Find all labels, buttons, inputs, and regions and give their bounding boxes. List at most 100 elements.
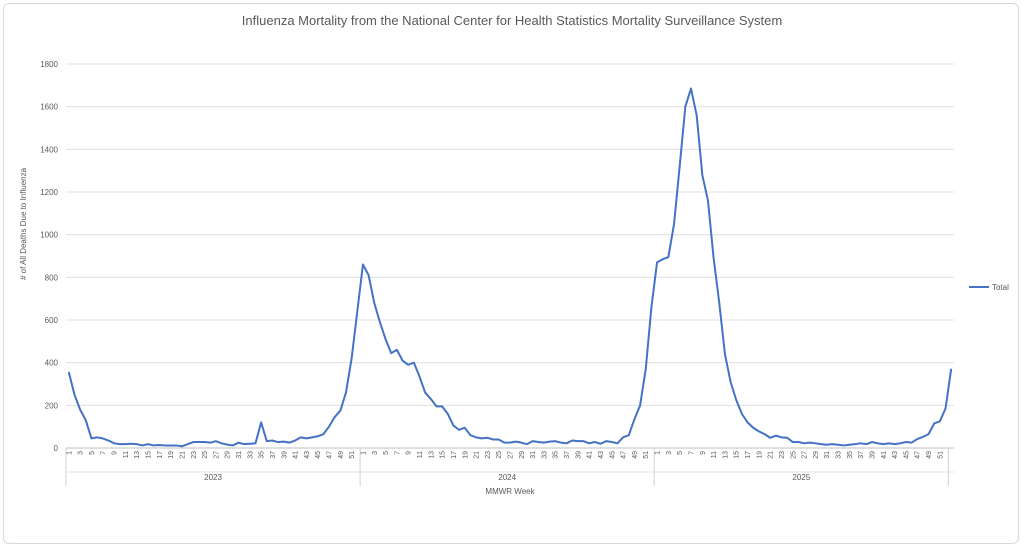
data-point <box>464 427 466 429</box>
data-point <box>746 421 749 423</box>
data-point <box>871 441 873 443</box>
x-tick-label: 43 <box>304 451 311 459</box>
data-point <box>260 421 262 423</box>
data-point <box>718 302 720 304</box>
data-point <box>775 435 777 437</box>
data-point <box>283 441 285 443</box>
x-tick-label: 45 <box>903 451 910 459</box>
x-tick-label: 31 <box>530 451 537 459</box>
data-point <box>254 442 257 444</box>
x-tick-label: 11 <box>711 451 718 458</box>
data-point <box>220 442 223 444</box>
data-point <box>379 321 381 323</box>
data-point <box>68 371 70 373</box>
data-point <box>707 199 709 202</box>
data-point <box>351 357 353 359</box>
data-point <box>373 302 375 304</box>
x-tick-label: 41 <box>293 451 300 459</box>
year-label-2025: 2025 <box>792 473 810 482</box>
data-point <box>650 306 653 308</box>
data-point <box>611 441 613 443</box>
data-point <box>548 441 551 443</box>
data-point <box>616 442 619 444</box>
data-point <box>215 440 217 442</box>
chart-frame: Influenza Mortality from the National Ce… <box>3 3 1019 544</box>
data-point <box>407 364 409 366</box>
x-tick-label: 45 <box>315 451 322 459</box>
x-tick-label: 49 <box>926 451 933 459</box>
x-tick-label: 15 <box>440 451 447 459</box>
data-point <box>328 426 330 428</box>
x-tick-label: 13 <box>428 451 435 459</box>
data-point <box>170 444 172 447</box>
data-point <box>475 436 477 438</box>
x-tick-label: 13 <box>722 451 729 459</box>
x-tick-label: 25 <box>202 451 209 459</box>
x-tick-label: 41 <box>881 451 888 459</box>
data-point <box>396 349 398 351</box>
data-point <box>854 443 856 445</box>
data-point <box>113 442 115 444</box>
x-tick-label: 25 <box>790 451 797 459</box>
data-point <box>933 422 935 425</box>
data-point <box>837 444 839 446</box>
x-tick-label: 35 <box>259 451 266 459</box>
data-point <box>418 375 421 378</box>
x-tick-label: 13 <box>134 451 141 459</box>
data-point <box>237 442 240 444</box>
data-point <box>187 443 189 445</box>
x-tick-label: 27 <box>508 451 515 459</box>
data-point <box>780 436 783 438</box>
data-point <box>481 437 483 439</box>
data-point <box>515 441 517 443</box>
data-point <box>492 438 494 441</box>
data-point <box>73 394 76 396</box>
data-point <box>605 440 607 442</box>
data-point <box>452 425 455 427</box>
y-tick-label: 1400 <box>40 145 58 154</box>
legend-label: Total <box>992 283 1009 292</box>
data-point <box>430 398 432 400</box>
y-tick-label: 200 <box>45 401 59 410</box>
x-tick-label: 51 <box>349 451 356 459</box>
data-point <box>701 174 703 176</box>
data-point <box>322 433 324 435</box>
chart-title: Influenza Mortality from the National Ce… <box>241 13 783 28</box>
data-point <box>458 429 460 431</box>
y-tick-label: 400 <box>45 359 59 368</box>
data-point <box>888 442 890 444</box>
x-tick-label: 15 <box>146 451 153 459</box>
data-point <box>565 442 568 444</box>
data-point <box>882 443 884 445</box>
y-tick-label: 1000 <box>40 231 58 240</box>
x-tick-label: 3 <box>666 451 673 455</box>
data-point <box>792 441 794 443</box>
x-tick-label: 43 <box>892 451 899 459</box>
data-point <box>435 405 438 407</box>
data-point <box>814 442 817 444</box>
x-tick-label: 37 <box>564 451 571 459</box>
data-point <box>526 443 528 445</box>
data-point <box>588 442 590 444</box>
data-point <box>503 442 505 444</box>
data-point <box>175 444 177 447</box>
x-tick-label: 19 <box>756 451 763 459</box>
x-tick-label: 31 <box>824 451 831 459</box>
data-point <box>696 114 698 116</box>
x-tick-label: 37 <box>270 451 277 459</box>
x-tick-label: 33 <box>247 451 254 459</box>
x-tick-label: 17 <box>157 451 164 459</box>
x-tick-label: 47 <box>327 451 334 459</box>
data-point <box>735 399 737 401</box>
data-point <box>124 443 126 445</box>
series-layer <box>67 87 953 448</box>
data-point <box>141 444 143 447</box>
x-tick-label: 29 <box>519 451 526 459</box>
x-tick-label: 3 <box>78 451 85 455</box>
x-tick-label: 1 <box>66 451 73 455</box>
y-axis-ticks: 0 200 400 600 800 1000 1200 1400 1600 1800 <box>40 60 58 453</box>
data-point <box>509 442 511 444</box>
data-point <box>232 444 234 447</box>
data-point <box>769 437 771 439</box>
data-point <box>786 437 788 439</box>
